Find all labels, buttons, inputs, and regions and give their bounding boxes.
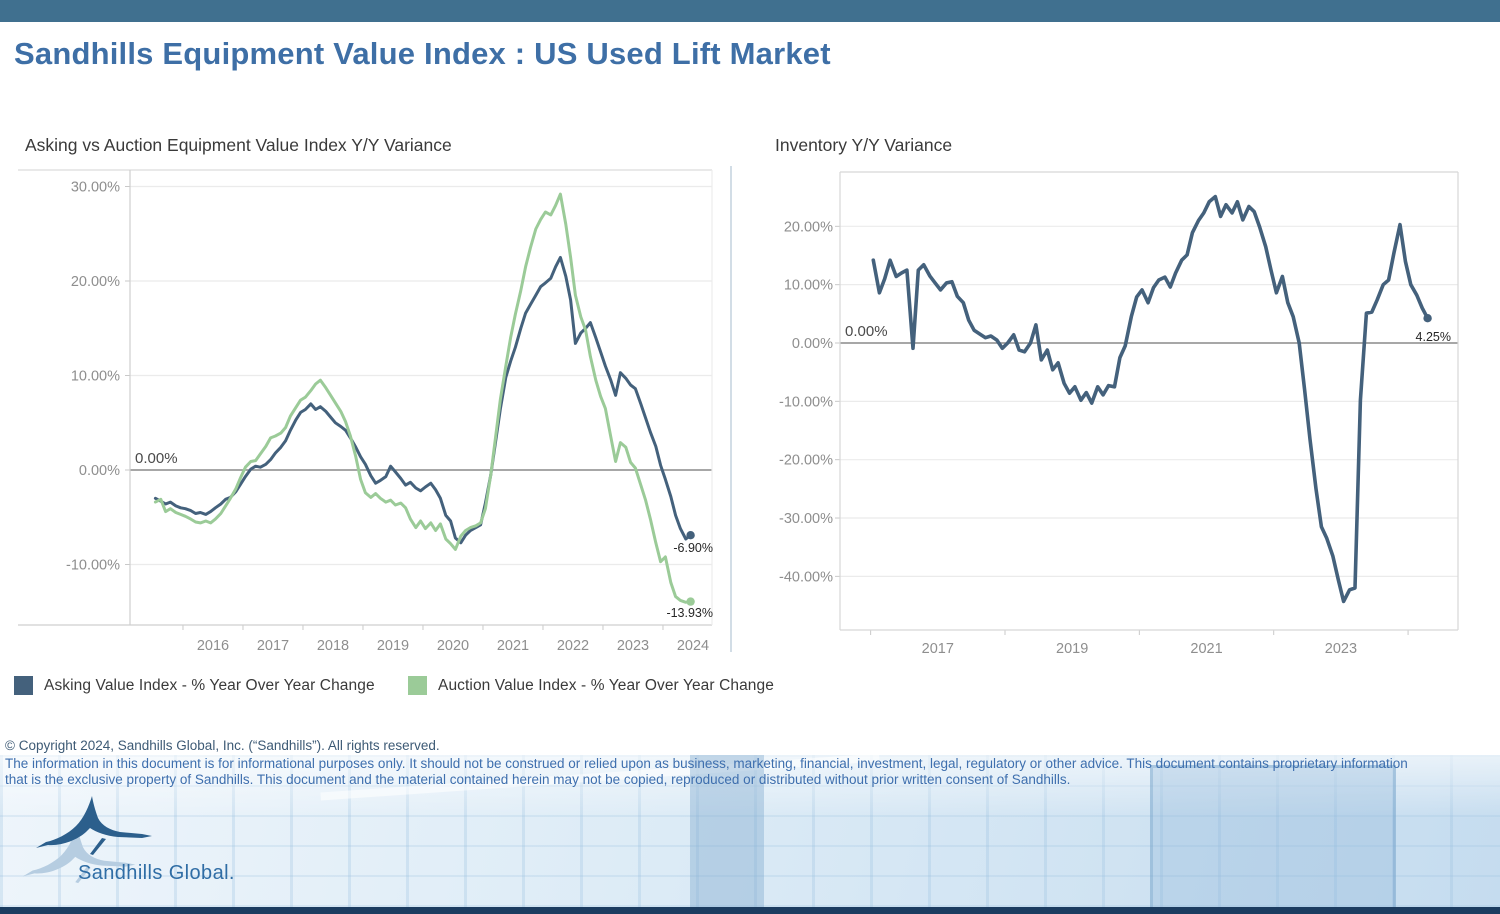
svg-text:2021: 2021 (497, 638, 529, 654)
svg-text:2024: 2024 (677, 638, 709, 654)
svg-text:2019: 2019 (377, 638, 409, 654)
auction-legend-label: Auction Value Index - % Year Over Year C… (438, 676, 774, 694)
svg-text:0.00%: 0.00% (845, 323, 888, 340)
svg-text:2018: 2018 (317, 638, 349, 654)
svg-text:-10.00%: -10.00% (779, 394, 833, 410)
svg-text:2023: 2023 (617, 638, 649, 654)
auction-legend-swatch (408, 676, 427, 695)
svg-text:20.00%: 20.00% (784, 219, 833, 235)
chart-legend: Asking Value Index - % Year Over Year Ch… (0, 676, 1500, 702)
copyright-line: © Copyright 2024, Sandhills Global, Inc.… (5, 738, 440, 753)
svg-text:0.00%: 0.00% (135, 450, 178, 467)
svg-text:2021: 2021 (1190, 641, 1222, 657)
svg-text:2017: 2017 (922, 641, 954, 657)
svg-text:0.00%: 0.00% (79, 463, 120, 479)
svg-text:4.25%: 4.25% (1416, 330, 1451, 344)
warehouse-photo-background (0, 753, 1500, 913)
svg-text:30.00%: 30.00% (71, 180, 120, 196)
legend-item-asking: Asking Value Index - % Year Over Year Ch… (14, 676, 375, 695)
svg-text:-13.93%: -13.93% (666, 606, 713, 620)
asking-vs-auction-chart[interactable]: 30.00% 20.00% 10.00% 0.00% -10.00% 2016 2017 20… (0, 160, 750, 670)
svg-text:20.00%: 20.00% (71, 274, 120, 290)
svg-text:10.00%: 10.00% (71, 369, 120, 385)
svg-text:-30.00%: -30.00% (779, 511, 833, 527)
inventory-chart[interactable]: 20.00% 10.00% 0.00% -10.00% -20.00% -30.00% -4… (755, 160, 1500, 670)
svg-text:2017: 2017 (257, 638, 289, 654)
legend-item-auction: Auction Value Index - % Year Over Year C… (408, 676, 774, 695)
svg-text:2023: 2023 (1325, 641, 1357, 657)
svg-text:2016: 2016 (197, 638, 229, 654)
asking-legend-swatch (14, 676, 33, 695)
asking-legend-label: Asking Value Index - % Year Over Year Ch… (44, 676, 375, 694)
chart-title-inventory: Inventory Y/Y Variance (775, 135, 953, 155)
page-title: Sandhills Equipment Value Index : US Use… (14, 36, 831, 71)
svg-text:-10.00%: -10.00% (66, 557, 120, 573)
svg-text:-40.00%: -40.00% (779, 569, 833, 585)
svg-text:-6.90%: -6.90% (673, 541, 713, 555)
svg-text:-20.00%: -20.00% (779, 453, 833, 469)
chart-title-asking-vs-auction: Asking vs Auction Equipment Value Index … (25, 135, 452, 155)
disclaimer-text: The information in this document is for … (5, 756, 1408, 788)
svg-text:0.00%: 0.00% (792, 336, 833, 352)
photo-racking-shape (1150, 765, 1396, 913)
svg-text:10.00%: 10.00% (784, 278, 833, 294)
logo-wordmark: Sandhills Global. (78, 862, 235, 884)
photo-girder-shape (690, 755, 764, 907)
bottom-accent-bar (0, 907, 1500, 914)
svg-text:2019: 2019 (1056, 641, 1088, 657)
svg-text:2020: 2020 (437, 638, 469, 654)
svg-text:2022: 2022 (557, 638, 589, 654)
top-accent-bar (0, 0, 1500, 22)
